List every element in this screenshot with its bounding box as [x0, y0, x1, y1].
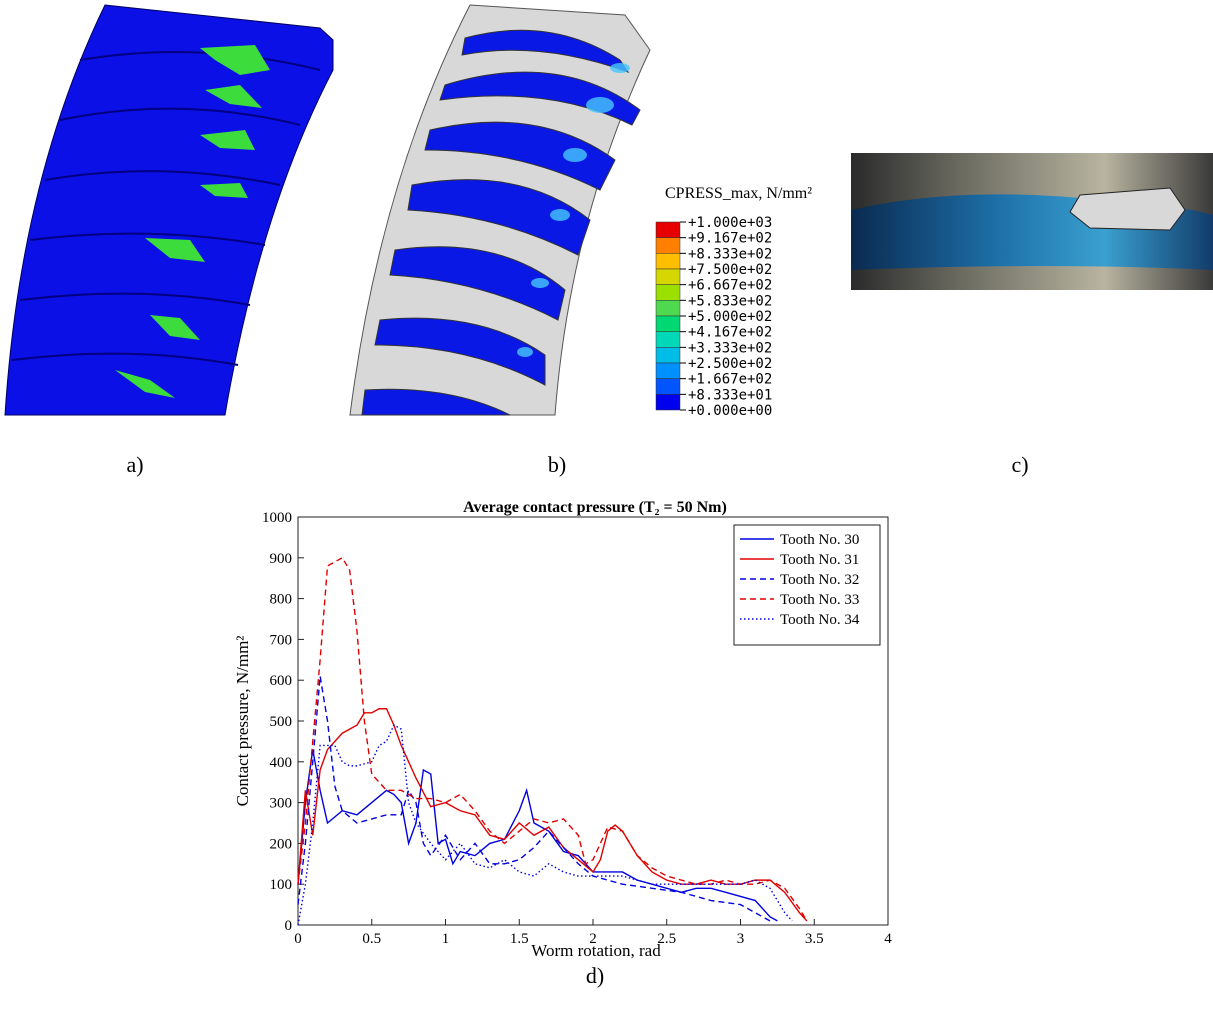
y-tick-label: 200: [270, 836, 293, 852]
y-axis-label: Contact pressure, N/mm²: [233, 636, 252, 807]
legend-label: Tooth No. 34: [780, 612, 860, 628]
panel-label: c): [1011, 452, 1028, 477]
colorbar-segment: [655, 253, 681, 270]
colorbar-label: +5.000e+02: [688, 309, 772, 325]
y-tick-label: 100: [270, 877, 293, 893]
colorbar-segment: [655, 394, 681, 411]
colorbar-segment: [655, 331, 681, 348]
colorbar-label: +3.333e+02: [688, 340, 772, 356]
x-tick-label: 1.5: [510, 931, 529, 947]
legend-label: Tooth No. 33: [780, 592, 859, 608]
legend-label: Tooth No. 32: [780, 572, 859, 588]
panel-c-image: [851, 153, 1213, 290]
plot: 0 0.5 1 1.5 2 2.5 3 3.5 4 0 100 200 300 400 500 600 700 8…: [262, 510, 892, 947]
colorbar-label: +9.167e+02: [688, 231, 772, 247]
y-tick-label: 300: [270, 796, 293, 812]
colorbar: +1.000e+03+9.167e+02+8.333e+02+7.500e+02…: [655, 215, 772, 419]
series-line: [297, 708, 808, 922]
colorbar-label: +8.333e+02: [688, 246, 772, 262]
panel-label: b): [548, 452, 566, 477]
x-tick-label: 0: [294, 931, 302, 947]
colorbar-title: CPRESS_max, N/mm²: [665, 185, 812, 202]
panel-label: a): [126, 452, 143, 477]
colorbar-label: +1.667e+02: [688, 372, 772, 388]
x-tick-label: 2: [589, 931, 597, 947]
chart-title: Average contact pressure (T₂ = 50 Nm): [463, 499, 727, 516]
legend-box: [733, 524, 881, 646]
y-tick-label: 600: [270, 673, 293, 689]
colorbar-label: +8.333e+01: [688, 387, 772, 403]
x-axis-label: Worm rotation, rad: [531, 941, 661, 960]
x-tick-label: 2.5: [657, 931, 676, 947]
x-tick-label: 3.5: [805, 931, 824, 947]
y-tick-label: 1000: [262, 510, 292, 526]
panel-a-image: [4, 4, 334, 416]
series-line: [297, 556, 808, 922]
colorbar-label: +4.167e+02: [688, 325, 772, 341]
y-tick-label: 700: [270, 632, 293, 648]
colorbar-label: +6.667e+02: [688, 278, 772, 294]
colorbar-label: +0.000e+00: [688, 403, 772, 419]
series-line: [297, 724, 793, 926]
colorbar-segment: [655, 300, 681, 317]
x-tick-label: 3: [737, 931, 745, 947]
colorbar-segment: [655, 378, 681, 395]
series-line: [297, 676, 771, 922]
colorbar-label: +1.000e+03: [688, 215, 772, 231]
colorbar-segment: [655, 237, 681, 254]
series-line: [297, 749, 778, 922]
colorbar-segment: [655, 362, 681, 379]
colorbar-label: +2.500e+02: [688, 356, 772, 372]
panel-b-image: [349, 4, 651, 416]
y-tick-label: 0: [285, 918, 293, 934]
x-tick-label: 1: [442, 931, 450, 947]
x-tick-label: 4: [884, 931, 892, 947]
colorbar-segment: [655, 284, 681, 301]
legend-label: Tooth No. 31: [780, 552, 859, 568]
y-tick-label: 500: [270, 714, 293, 730]
colorbar-label: +5.833e+02: [688, 293, 772, 309]
colorbar-label: +7.500e+02: [688, 262, 772, 278]
y-tick-label: 400: [270, 755, 293, 771]
panel-label: d): [586, 963, 604, 988]
y-tick-label: 900: [270, 551, 293, 567]
colorbar-segment: [655, 221, 681, 238]
y-tick-label: 800: [270, 592, 293, 608]
colorbar-segment: [655, 315, 681, 332]
colorbar-segment: [655, 347, 681, 364]
legend-label: Tooth No. 30: [780, 532, 859, 548]
colorbar-segment: [655, 268, 681, 285]
x-tick-label: 0.5: [362, 931, 381, 947]
